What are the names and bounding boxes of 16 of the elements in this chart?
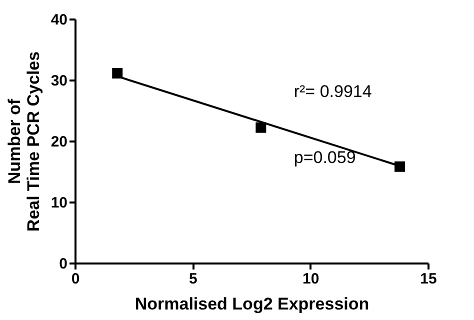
y-tick-label: 40 (50, 12, 68, 28)
x-tick-label: 15 (420, 270, 437, 288)
point (394, 161, 406, 172)
x-tick-label: 5 (188, 270, 198, 288)
y-tick-label: 30 (50, 72, 68, 90)
y-tick-label: 0 (59, 256, 68, 272)
x-tick-label: 0 (71, 270, 80, 288)
point (112, 68, 123, 79)
annotation: r²= 0.9914 (294, 82, 372, 102)
y-tick-label: 10 (50, 194, 68, 212)
y-tick-label: 20 (50, 134, 68, 150)
x-tick-label: 10 (302, 270, 320, 288)
annotation: p=0.059 (294, 148, 356, 168)
y-axis-title: Number of Real Time PCR Cycles (4, 51, 43, 232)
point (256, 122, 266, 133)
x-axis-title: Normalised Log2 Expression (134, 294, 370, 314)
